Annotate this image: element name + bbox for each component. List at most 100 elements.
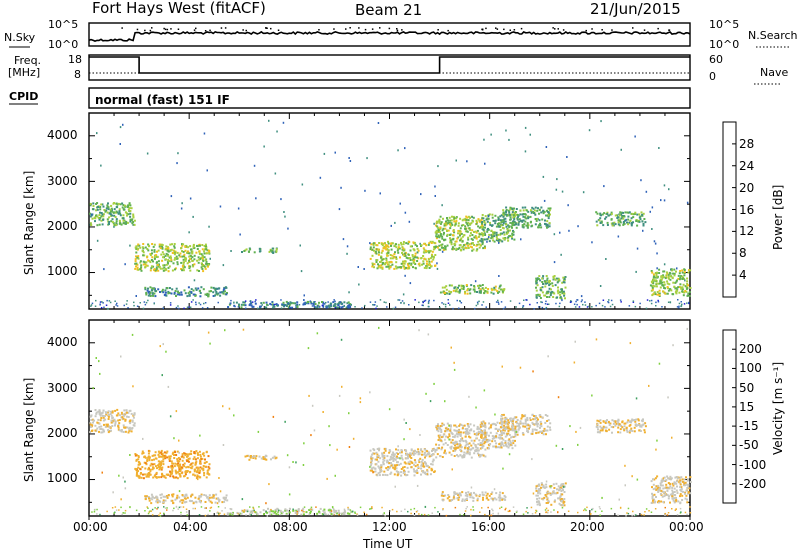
power-echo-cell bbox=[127, 204, 130, 207]
velocity-echo-cell bbox=[199, 476, 202, 479]
velocity-echo-cell bbox=[519, 422, 522, 425]
velocity-echo-cell bbox=[157, 460, 160, 463]
velocity-echo-cell bbox=[107, 415, 110, 418]
velocity-echo-cell bbox=[181, 499, 184, 502]
power-echo-cell bbox=[128, 210, 131, 213]
power-echo-cell bbox=[675, 292, 678, 295]
velocity-echo-cell bbox=[461, 455, 464, 458]
velocity-echo-cell bbox=[208, 499, 211, 502]
velocity-echo-cell bbox=[215, 497, 218, 500]
velocity-echo-cell bbox=[549, 426, 551, 429]
velocity-echo-cell bbox=[114, 420, 117, 423]
power-echo-cell bbox=[481, 287, 484, 290]
power-speckle bbox=[287, 227, 289, 230]
power-echo-cell bbox=[513, 212, 516, 215]
velocity-echo-cell bbox=[467, 443, 469, 446]
velocity-echo-cell bbox=[457, 493, 459, 496]
velocity-echo-cell bbox=[552, 483, 555, 486]
velocity-echo-cell bbox=[164, 495, 167, 498]
power-echo-cell bbox=[519, 213, 522, 216]
power-echo-cell bbox=[493, 240, 496, 243]
velocity-echo-cell bbox=[511, 425, 514, 428]
velocity-echo-cell bbox=[270, 458, 272, 461]
velocity-echo-cell bbox=[203, 474, 206, 477]
power-echo-cell bbox=[192, 245, 195, 248]
velocity-echo-cell bbox=[435, 426, 438, 429]
noise-dot bbox=[520, 27, 523, 30]
power-echo-cell bbox=[627, 218, 630, 221]
power-echo-cell bbox=[376, 244, 379, 247]
power-echo-cell bbox=[377, 263, 379, 266]
power-echo-cell bbox=[510, 213, 513, 216]
power-echo-cell bbox=[656, 275, 659, 278]
power-echo-cell bbox=[535, 289, 538, 292]
velocity-echo-cell bbox=[204, 458, 206, 461]
power-echo-cell bbox=[160, 253, 163, 256]
noise-dot bbox=[611, 29, 613, 31]
power-speckle bbox=[189, 197, 192, 200]
power-echo-cell bbox=[285, 305, 288, 307]
velocity-echo-cell bbox=[203, 472, 206, 474]
velocity-echo-cell bbox=[218, 500, 221, 503]
power-echo-cell bbox=[224, 286, 227, 289]
velocity-echo-cell bbox=[208, 494, 211, 497]
power-echo-cell bbox=[422, 251, 425, 254]
power-floor-cell bbox=[376, 305, 378, 307]
power-echo-cell bbox=[682, 294, 685, 297]
velocity-echo-cell bbox=[470, 494, 473, 497]
velocity-echo-cell bbox=[131, 420, 134, 423]
power-speckle bbox=[91, 213, 93, 216]
velocity-echo-cell bbox=[669, 493, 672, 496]
velocity-echo-cell bbox=[147, 496, 150, 498]
power-echo-cell bbox=[523, 223, 526, 226]
velocity-echo-cell bbox=[546, 425, 549, 428]
power-floor-cell bbox=[284, 304, 286, 307]
power-echo-cell bbox=[136, 256, 139, 259]
velocity-echo-cell bbox=[562, 504, 564, 507]
power-echo-cell bbox=[146, 248, 149, 250]
power-echo-cell bbox=[101, 203, 104, 206]
power-echo-cell bbox=[619, 219, 621, 222]
velocity-echo-cell bbox=[470, 492, 473, 495]
power-echo-cell bbox=[89, 212, 92, 215]
power-echo-cell bbox=[681, 290, 684, 293]
velocity-echo-cell bbox=[400, 457, 403, 460]
power-echo-cell bbox=[346, 302, 349, 305]
velocity-colorbar-tick-label: -50 bbox=[739, 438, 759, 453]
velocity-echo-cell bbox=[453, 497, 456, 500]
power-floor-cell bbox=[116, 305, 119, 307]
freq-label-line1: Freq. bbox=[14, 54, 42, 67]
power-echo-cell bbox=[129, 215, 132, 218]
velocity-echo-cell bbox=[474, 493, 477, 496]
velocity-echo-cell bbox=[223, 500, 226, 503]
power-echo-cell bbox=[170, 256, 172, 259]
velocity-echo-cell bbox=[144, 467, 147, 470]
velocity-echo-cell bbox=[392, 466, 395, 469]
power-echo-cell bbox=[455, 220, 458, 222]
power-echo-cell bbox=[124, 204, 127, 207]
power-echo-cell bbox=[675, 270, 677, 273]
power-echo-cell bbox=[517, 223, 520, 226]
noise-dot bbox=[245, 29, 247, 32]
velocity-echo-cell bbox=[296, 511, 299, 514]
velocity-echo-cell bbox=[617, 431, 620, 434]
velocity-echo-cell bbox=[536, 503, 539, 506]
power-echo-cell bbox=[144, 263, 147, 266]
power-echo-cell bbox=[617, 219, 620, 222]
power-echo-cell bbox=[164, 248, 167, 251]
velocity-echo-cell bbox=[383, 451, 386, 454]
velocity-echo-cell bbox=[462, 431, 465, 434]
velocity-echo-cell bbox=[477, 449, 480, 452]
velocity-echo-cell bbox=[514, 439, 516, 442]
cpid-panel-frame bbox=[88, 87, 691, 109]
velocity-echo-cell bbox=[330, 513, 333, 516]
power-echo-cell bbox=[197, 287, 200, 290]
velocity-echo-cell bbox=[375, 463, 378, 466]
power-echo-cell bbox=[477, 240, 480, 243]
velocity-echo-cell bbox=[461, 500, 464, 502]
velocity-echo-cell bbox=[430, 463, 433, 466]
velocity-echo-cell bbox=[504, 440, 507, 443]
power-echo-cell bbox=[455, 247, 458, 250]
power-floor-cell bbox=[558, 305, 561, 308]
power-echo-cell bbox=[371, 265, 374, 268]
